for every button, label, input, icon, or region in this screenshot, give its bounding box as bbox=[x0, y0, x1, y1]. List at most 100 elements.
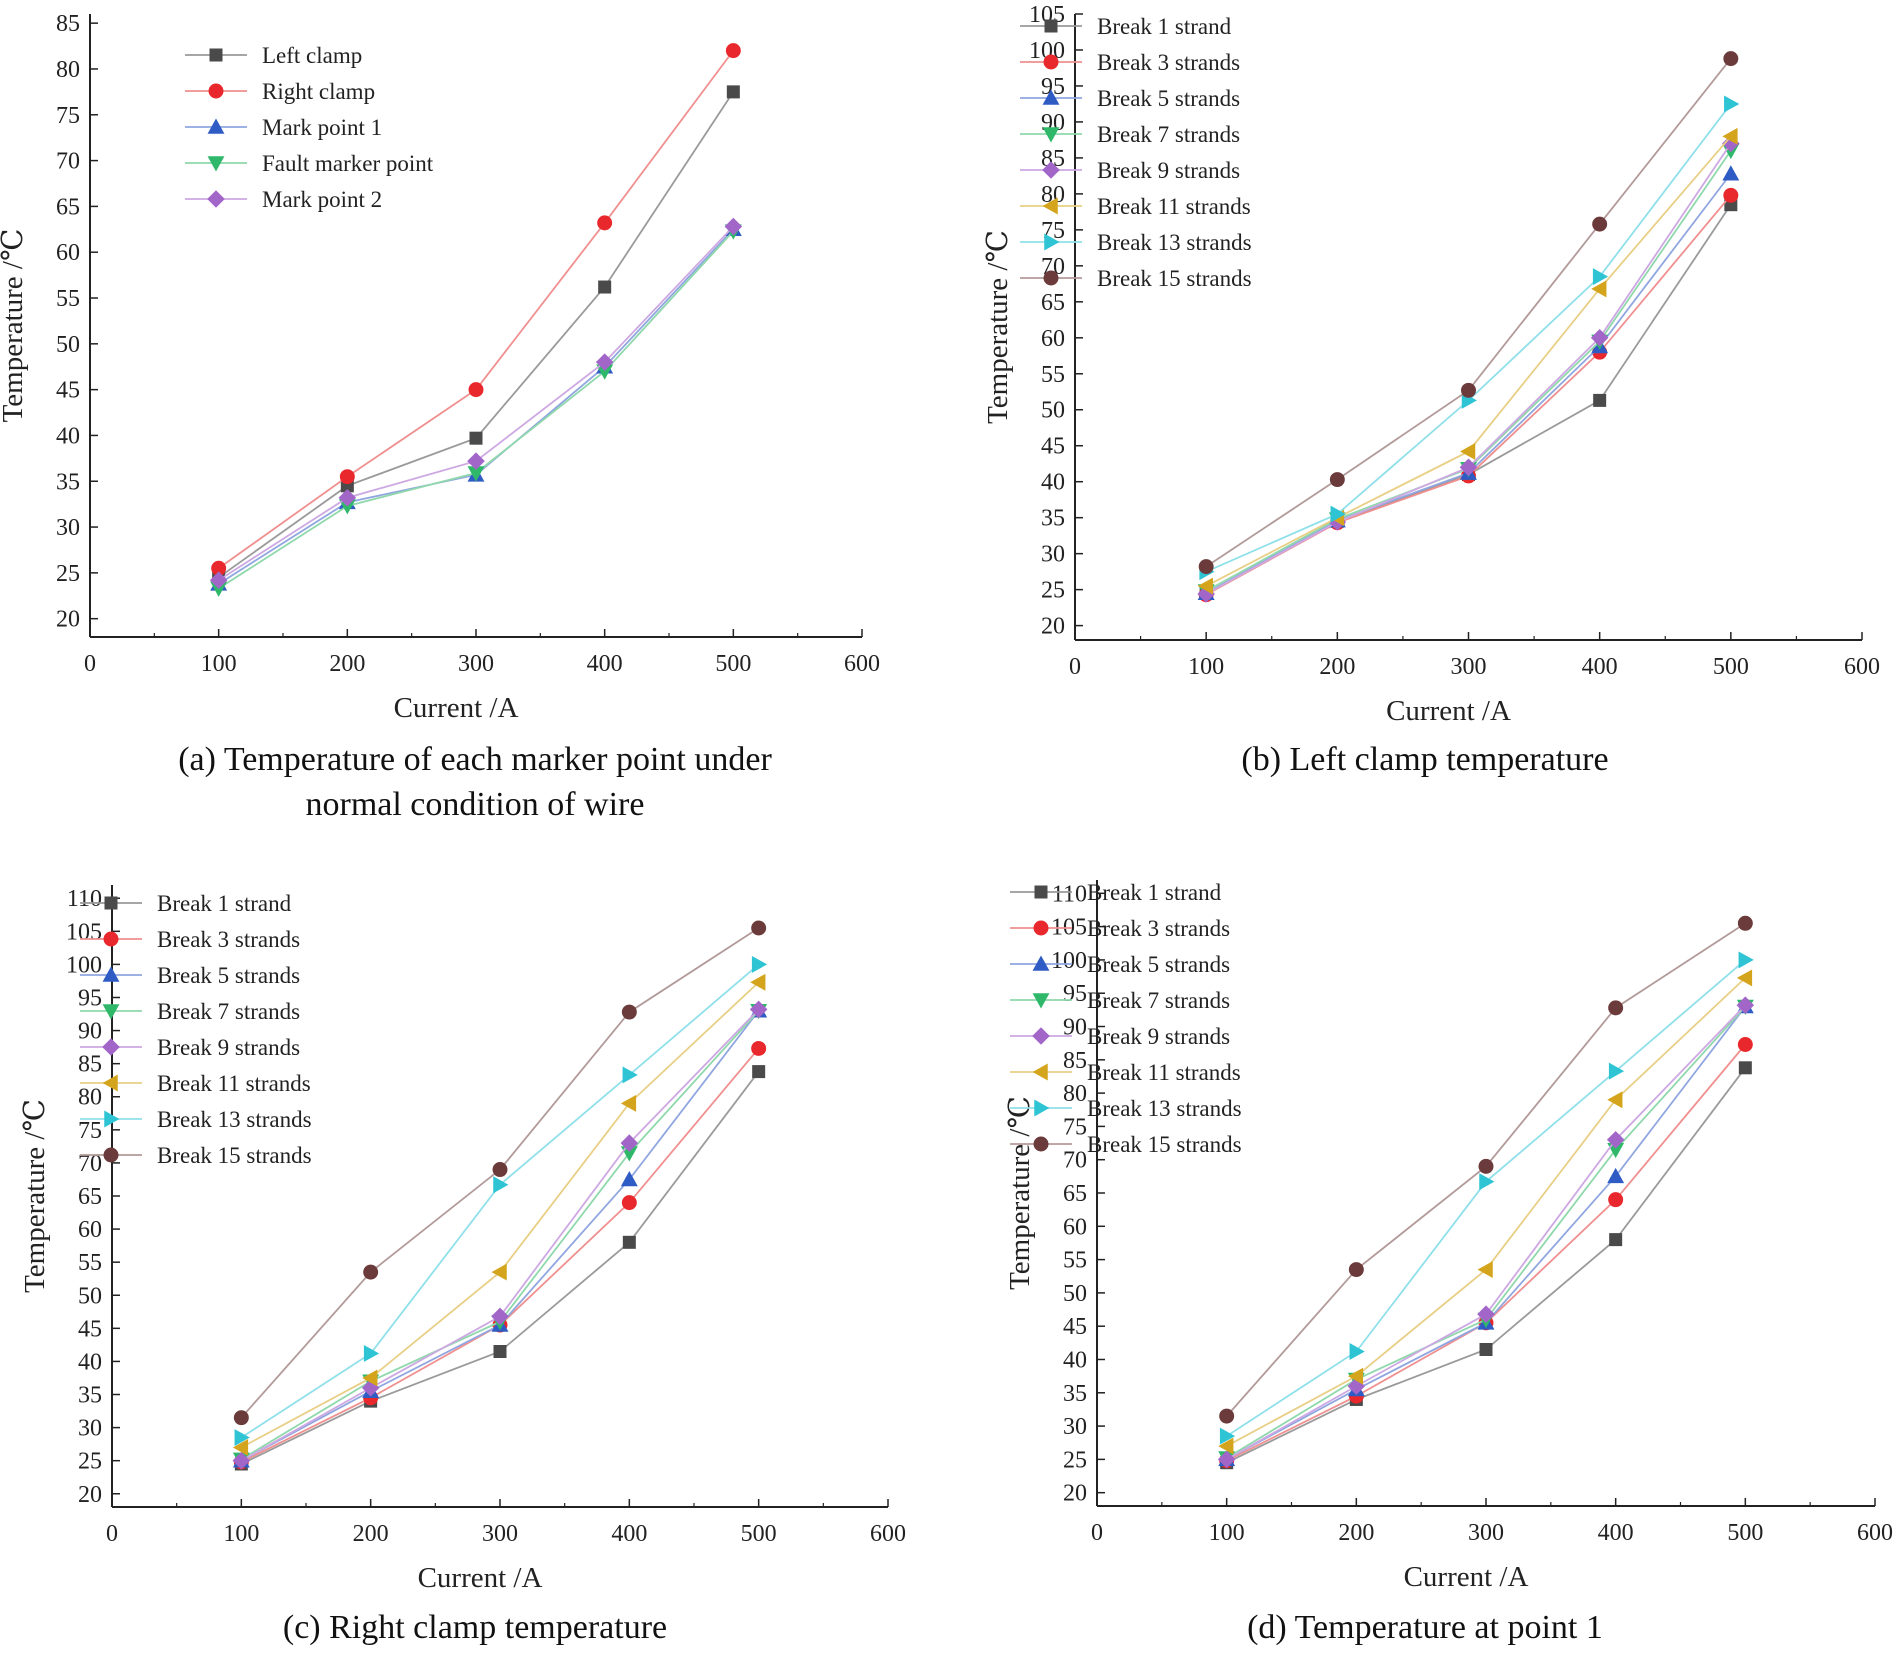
legend-label: Break 1 strand bbox=[1087, 880, 1222, 905]
y-tick-label: 80 bbox=[1063, 1081, 1087, 1107]
y-tick-label: 30 bbox=[1041, 542, 1065, 568]
legend-marker bbox=[208, 83, 224, 99]
y-tick-label: 35 bbox=[1063, 1381, 1087, 1407]
y-tick-label: 20 bbox=[56, 607, 80, 633]
x-axis-title: Current /A bbox=[1386, 695, 1511, 727]
legend-label: Mark point 1 bbox=[262, 115, 382, 140]
y-tick-label: 70 bbox=[1063, 1148, 1087, 1174]
data-point bbox=[232, 1438, 249, 1456]
series-line bbox=[1226, 977, 1746, 1447]
legend-marker bbox=[1033, 1136, 1049, 1152]
legend-marker bbox=[1043, 54, 1059, 70]
series bbox=[234, 955, 768, 1446]
x-tick-label: 400 bbox=[1598, 1520, 1634, 1546]
legend-marker bbox=[104, 1110, 120, 1128]
data-point bbox=[1479, 1343, 1493, 1356]
data-point bbox=[1460, 443, 1476, 460]
legend-marker bbox=[102, 1004, 120, 1020]
legend-item: Break 3 strands bbox=[1020, 50, 1240, 75]
series bbox=[1219, 915, 1753, 1424]
x-tick-label: 600 bbox=[870, 1521, 906, 1547]
data-point bbox=[750, 973, 766, 991]
data-point bbox=[338, 499, 356, 515]
data-point bbox=[1218, 1437, 1234, 1455]
data-point bbox=[1459, 458, 1478, 477]
x-axis-title: Current /A bbox=[394, 692, 519, 724]
legend-item: Break 9 strands bbox=[1020, 158, 1240, 183]
x-axis-title: Current /A bbox=[418, 1562, 543, 1594]
x-tick-label: 400 bbox=[611, 1521, 647, 1547]
caption-a-line-2: normal condition of wire bbox=[305, 786, 645, 823]
y-tick-label: 20 bbox=[1063, 1481, 1087, 1507]
series bbox=[210, 224, 742, 597]
data-point bbox=[1349, 1343, 1365, 1360]
data-point bbox=[1478, 1158, 1494, 1174]
data-point bbox=[752, 1065, 766, 1079]
series-line bbox=[1226, 1005, 1747, 1459]
legend-label: Break 7 strands bbox=[157, 999, 300, 1024]
y-tick-label: 45 bbox=[78, 1316, 102, 1342]
legend-item: Break 1 strand bbox=[1020, 14, 1232, 39]
y-tick-label: 60 bbox=[1063, 1214, 1087, 1240]
series bbox=[1197, 127, 1738, 595]
legend-item: Break 5 strands bbox=[1010, 952, 1230, 977]
data-point bbox=[1737, 915, 1753, 931]
legend-item: Break 13 strands bbox=[1010, 1096, 1242, 1121]
legend-item: Break 15 strands bbox=[1010, 1132, 1242, 1157]
legend-marker bbox=[102, 1038, 120, 1056]
legend-label: Break 9 strands bbox=[1087, 1024, 1230, 1049]
data-point bbox=[467, 466, 485, 482]
legend: Break 1 strand Break 3 strands Break 5 str… bbox=[80, 891, 312, 1168]
data-point bbox=[1197, 577, 1213, 595]
axes: 0 100 200 300 400 500 600 20 25 30 35 40 45 50 55 60 65 7… bbox=[56, 11, 880, 677]
data-point bbox=[1723, 187, 1739, 203]
data-point bbox=[491, 1263, 507, 1281]
y-tick-label: 40 bbox=[1063, 1347, 1087, 1373]
data-point bbox=[363, 1345, 380, 1362]
legend-marker bbox=[207, 156, 225, 172]
y-tick-label: 50 bbox=[78, 1283, 102, 1309]
data-point bbox=[597, 215, 613, 231]
legend-marker bbox=[1042, 89, 1060, 105]
legend-label: Break 15 strands bbox=[1097, 266, 1252, 291]
caption-a-line-1: (a) Temperature of each marker point und… bbox=[178, 741, 772, 778]
data-point bbox=[620, 1094, 637, 1112]
series-line bbox=[240, 963, 760, 1439]
legend-marker bbox=[1042, 161, 1060, 179]
x-tick-label: 100 bbox=[1188, 654, 1224, 680]
y-axis-title: Temperature /℃ bbox=[982, 230, 1014, 424]
legend-label: Break 15 strands bbox=[1087, 1132, 1242, 1157]
legend-label: Break 7 strands bbox=[1087, 988, 1230, 1013]
legend-item: Break 3 strands bbox=[80, 927, 300, 952]
data-point bbox=[233, 1410, 249, 1426]
legend-marker bbox=[1032, 1063, 1048, 1081]
plot-area bbox=[232, 920, 768, 1471]
y-tick-label: 60 bbox=[56, 240, 80, 266]
legend: Break 1 strand Break 3 strands Break 5 str… bbox=[1020, 14, 1252, 291]
data-point bbox=[751, 1040, 767, 1056]
chart-d-point-1: 0 100 200 300 400 500 600 20 25 30 35 40 45 50 55 60 65 7… bbox=[1004, 880, 1893, 1593]
data-point bbox=[596, 364, 614, 380]
data-point bbox=[1591, 280, 1607, 298]
legend-item: Break 7 strands bbox=[1010, 988, 1230, 1013]
legend-marker bbox=[102, 966, 120, 982]
y-tick-label: 25 bbox=[1063, 1447, 1087, 1473]
legend-label: Break 9 strands bbox=[1097, 158, 1240, 183]
y-tick-label: 35 bbox=[1041, 506, 1065, 532]
y-tick-label: 20 bbox=[78, 1482, 102, 1508]
caption-a: (a) Temperature of each marker point und… bbox=[0, 737, 950, 827]
legend-label: Break 13 strands bbox=[1097, 230, 1252, 255]
legend-label: Mark point 2 bbox=[262, 187, 382, 212]
series bbox=[1198, 51, 1739, 575]
data-point bbox=[1723, 51, 1739, 67]
legend-label: Break 5 strands bbox=[157, 963, 300, 988]
series bbox=[232, 1002, 768, 1468]
data-point bbox=[492, 1162, 508, 1178]
series bbox=[233, 920, 767, 1426]
legend-label: Break 9 strands bbox=[157, 1035, 300, 1060]
data-point bbox=[1479, 1173, 1495, 1191]
legend-label: Fault marker point bbox=[262, 151, 434, 176]
legend-label: Break 15 strands bbox=[157, 1143, 312, 1168]
x-tick-label: 0 bbox=[106, 1521, 118, 1547]
y-tick-label: 100 bbox=[1051, 948, 1087, 974]
